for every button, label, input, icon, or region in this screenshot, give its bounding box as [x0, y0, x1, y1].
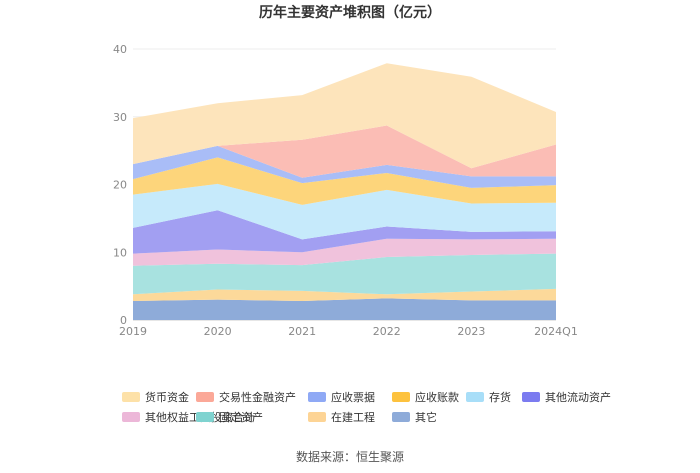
legend-swatch: [122, 412, 140, 422]
area-series-7: [133, 145, 556, 188]
legend-item[interactable]: 在建工程: [308, 410, 375, 424]
legend-item[interactable]: 其他流动资产: [522, 390, 611, 404]
legend-label: 存货: [489, 390, 511, 404]
x-tick-label: 2021: [288, 325, 316, 338]
legend-swatch: [196, 412, 214, 422]
area-series-5: [133, 183, 556, 240]
legend-label: 固定资产: [219, 410, 263, 424]
y-tick-label: 0: [120, 314, 127, 327]
legend-label: 其他流动资产: [545, 390, 611, 404]
area-series-8: [133, 125, 556, 178]
area-series: [133, 63, 556, 320]
y-tick-label: 10: [113, 246, 127, 259]
y-tick-label: 30: [113, 111, 127, 124]
legend-item[interactable]: 货币资金: [122, 390, 189, 404]
area-series-0: [133, 298, 556, 320]
legend-label: 应收票据: [331, 390, 375, 404]
y-axis: 0 10 20 30 40: [113, 43, 127, 327]
x-tick-label: 2023: [457, 325, 485, 338]
legend-swatch: [122, 392, 140, 402]
y-tick-label: 20: [113, 179, 127, 192]
legend-swatch: [308, 412, 326, 422]
legend-item[interactable]: 存货: [466, 390, 511, 404]
legend-swatch: [466, 392, 484, 402]
area-series-4: [133, 210, 556, 254]
area-series-6: [133, 157, 556, 205]
legend-label: 应收账款: [415, 390, 459, 404]
legend-swatch: [196, 392, 214, 402]
area-series-9: [133, 63, 556, 169]
legend-item[interactable]: 固定资产: [196, 410, 263, 424]
legend-label: 其它: [415, 410, 437, 424]
legend-swatch: [392, 412, 410, 422]
legend-swatch: [308, 392, 326, 402]
area-series-1: [133, 288, 556, 302]
x-axis: 2019 2020 2021 2022 2023 2024Q1: [119, 325, 578, 338]
area-series-3: [133, 238, 556, 266]
legend-label: 交易性金融资产: [219, 390, 296, 404]
legend-swatch: [522, 392, 540, 402]
area-series-2: [133, 253, 556, 295]
legend-item[interactable]: 交易性金融资产: [196, 390, 296, 404]
y-tick-label: 40: [113, 43, 127, 56]
legend: 货币资金交易性金融资产应收票据应收账款存货其他流动资产其他权益工具投资合计固定资…: [122, 390, 611, 424]
legend-label: 货币资金: [145, 390, 189, 404]
data-source-label: 数据来源：恒生聚源: [296, 449, 404, 464]
x-tick-label: 2024Q1: [534, 325, 578, 338]
legend-item[interactable]: 应收票据: [308, 390, 375, 404]
legend-item[interactable]: 其它: [392, 410, 437, 424]
legend-swatch: [392, 392, 410, 402]
chart-title: 历年主要资产堆积图（亿元）: [259, 4, 441, 21]
x-tick-label: 2020: [204, 325, 232, 338]
legend-item[interactable]: 应收账款: [392, 390, 459, 404]
x-tick-label: 2022: [373, 325, 401, 338]
x-tick-label: 2019: [119, 325, 147, 338]
legend-label: 在建工程: [331, 410, 375, 424]
